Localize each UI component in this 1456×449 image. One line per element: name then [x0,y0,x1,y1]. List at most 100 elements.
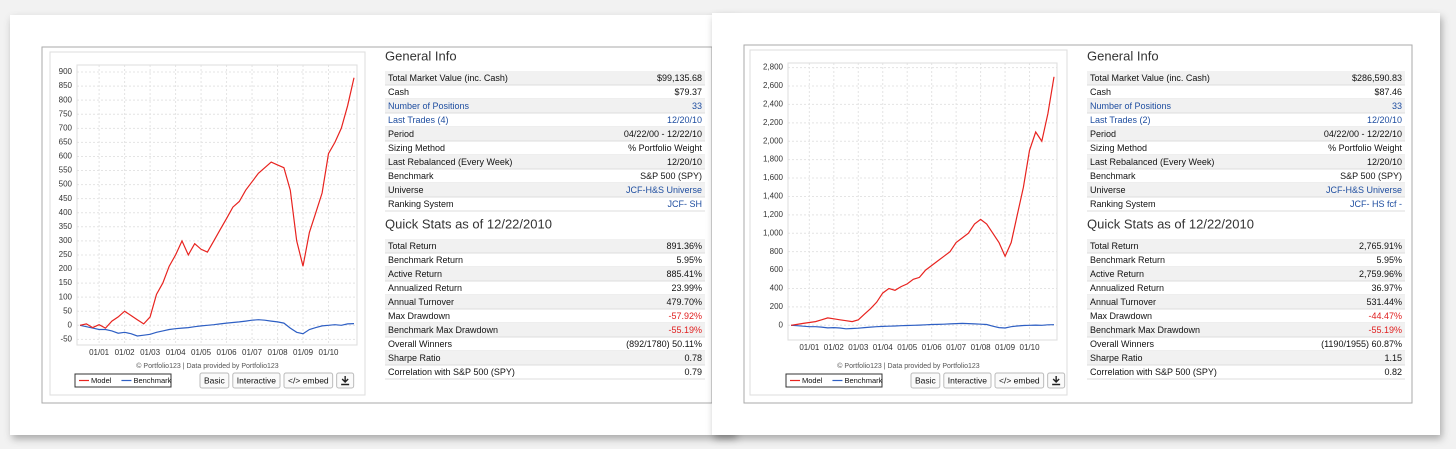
row-bg [385,127,705,141]
y-tick-label: 0 [779,320,784,329]
button-label: Interactive [948,375,987,385]
y-tick-label: 400 [770,284,784,293]
row-value: 479.70% [666,297,702,307]
x-tick-label: 01/05 [191,348,212,357]
row-value: 5.95% [676,255,702,265]
y-tick-label: 550 [59,166,73,175]
row-value[interactable]: 33 [1392,101,1402,111]
button[interactable]: Basic [910,372,941,389]
row-value[interactable]: JCF-H&S Universe [1326,185,1402,195]
chart-frame [49,51,366,396]
button[interactable]: Basic [199,372,230,389]
row-value: 885.41% [666,269,702,279]
y-tick-label: 150 [59,278,73,287]
row-label[interactable]: Last Trades (4) [388,115,449,125]
row-bg [385,323,705,337]
y-tick-label: 850 [59,81,73,90]
x-tick-label: 01/04 [166,348,187,357]
row-value: $99,135.68 [657,73,702,83]
y-tick-label: 100 [59,292,73,301]
button-frame [994,372,1045,389]
table-title: General Info [385,48,457,63]
credit: © Portfolio123 | Data provided by Portfo… [136,362,278,370]
row-value[interactable]: 33 [692,101,702,111]
row-value[interactable]: 12/20/10 [1367,115,1402,125]
row-value: -55.19% [1368,325,1402,335]
legend-label: Benchmark [844,376,882,385]
y-tick-label: 450 [59,194,73,203]
row-value: 1.15 [1384,353,1402,363]
table-title: Quick Stats as of 12/22/2010 [1087,216,1254,231]
row-label: Sharpe Ratio [388,353,441,363]
x-tick-label: 01/02 [115,348,136,357]
row-label: Annualized Return [388,283,462,293]
row-label: Last Rebalanced (Every Week) [1090,157,1214,167]
row-label[interactable]: Last Trades (2) [1090,115,1151,125]
y-tick-label: 1,600 [763,173,784,182]
series-line [790,322,1055,330]
row-value[interactable]: JCF- SH [668,199,703,209]
row-bg [1087,99,1405,113]
y-tick-label: 800 [770,247,784,256]
row-label: Ranking System [1090,199,1156,209]
x-tick-label: 01/01 [799,343,820,352]
button-label: Basic [204,375,226,385]
y-tick-label: 300 [59,236,73,245]
row-label: Annualized Return [1090,283,1164,293]
row-bg [1087,71,1405,85]
y-tick-label: 1,000 [763,228,784,237]
button-frame [943,372,992,389]
button-frame [910,372,941,389]
button[interactable]: </> embed [283,372,334,389]
panel: -50 0 50 100 150 200 250 300 350 400 450 500 550 600 6… [10,15,735,435]
row-value: 04/22/00 - 12/22/10 [624,129,702,139]
download-button[interactable] [1047,372,1066,389]
row-bg [385,239,705,253]
row-value: 2,759.96% [1359,269,1402,279]
row-bg [1087,127,1405,141]
row-label: Total Market Value (inc. Cash) [1090,73,1210,83]
row-value: % Portfolio Weight [628,143,702,153]
row-value: 531.44% [1366,297,1402,307]
button[interactable]: </> embed [994,372,1045,389]
x-tick-label: 01/09 [293,348,314,357]
row-value: 04/22/00 - 12/22/10 [1324,129,1402,139]
button[interactable]: Interactive [232,372,281,389]
x-tick-label: 01/06 [922,343,943,352]
row-bg [385,71,705,85]
button-label: </> embed [288,375,329,385]
row-value: 5.95% [1376,255,1402,265]
panel: 0 200 400 600 800 1,000 1,200 1,400 1,600 1,800 2,… [712,13,1440,435]
row-label: Sharpe Ratio [1090,353,1143,363]
x-tick-label: 01/05 [897,343,918,352]
button-frame [232,372,281,389]
row-value: S&P 500 (SPY) [640,171,702,181]
x-tick-label: 01/08 [971,343,992,352]
row-bg [1087,155,1405,169]
x-tick-label: 01/07 [242,348,263,357]
row-label: Period [1090,129,1116,139]
y-tick-label: 600 [59,152,73,161]
button[interactable]: Interactive [943,372,992,389]
row-label: Benchmark Return [1090,255,1165,265]
row-label[interactable]: Number of Positions [1090,101,1172,111]
table-title: General Info [1087,48,1159,63]
row-bg [385,351,705,365]
x-tick-label: 01/07 [946,343,967,352]
button-label: Basic [915,375,937,385]
row-label: Max Drawdown [388,311,450,321]
row-value[interactable]: JCF- HS fcf - [1350,199,1402,209]
row-label: Ranking System [388,199,454,209]
chart-frame [749,49,1068,396]
y-tick-label: 600 [770,265,784,274]
row-label: Last Rebalanced (Every Week) [388,157,512,167]
download-button[interactable] [336,372,355,389]
row-label[interactable]: Number of Positions [388,101,470,111]
row-label: Benchmark [1090,171,1136,181]
row-value[interactable]: JCF-H&S Universe [626,185,702,195]
row-value[interactable]: 12/20/10 [667,115,702,125]
y-tick-label: 350 [59,222,73,231]
row-bg [385,183,705,197]
row-label: Universe [1090,185,1126,195]
row-label: Max Drawdown [1090,311,1152,321]
